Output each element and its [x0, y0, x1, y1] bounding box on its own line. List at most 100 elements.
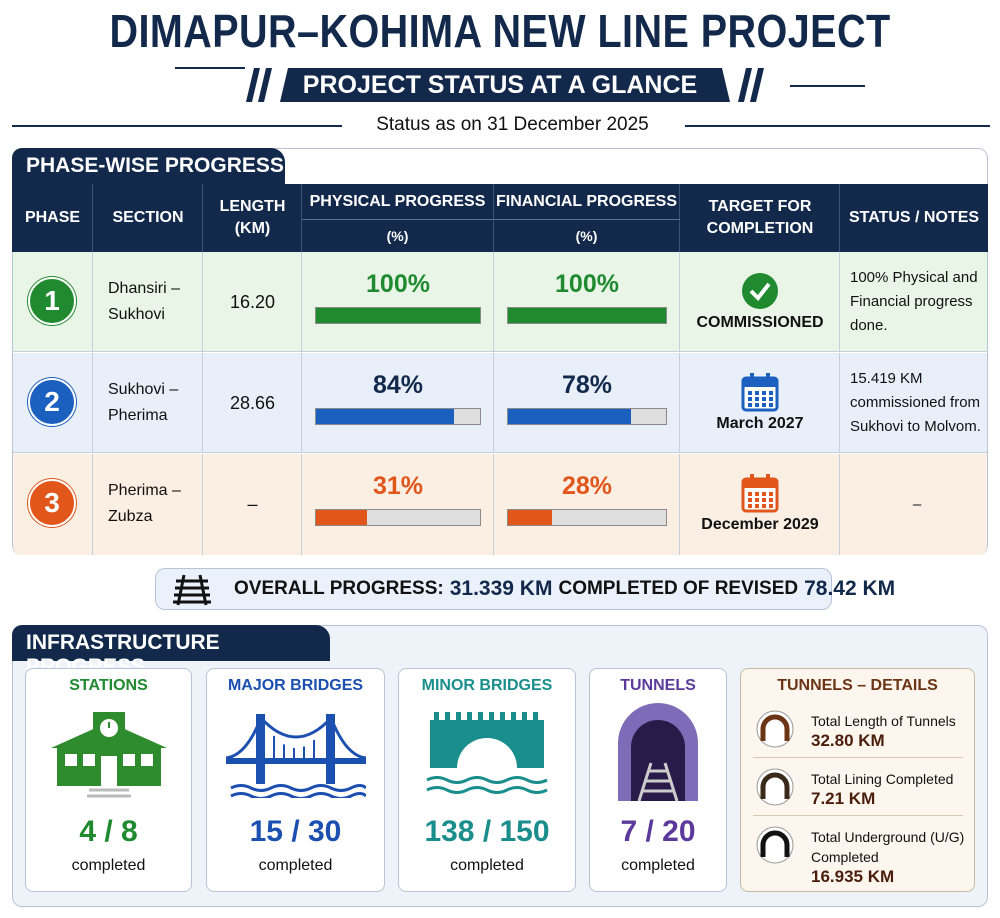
column-unit: (%) — [302, 220, 494, 252]
column-divider — [202, 252, 203, 352]
card-count: 4 / 8 — [79, 815, 138, 848]
length: 28.66 — [229, 392, 276, 413]
detail-divider — [753, 757, 963, 758]
rule — [175, 67, 245, 69]
progress-bar — [508, 308, 666, 323]
detail-value: 16.935 KM — [811, 867, 895, 886]
column-divider — [679, 454, 680, 555]
subtitle: PROJECT STATUS AT A GLANCE — [302, 70, 698, 99]
overall-completed: 31.339 KM — [449, 577, 553, 600]
card-title: TUNNELS – DETAILS — [777, 677, 938, 694]
target-icon — [680, 472, 840, 514]
track-icon — [173, 574, 211, 606]
card-icon — [26, 703, 191, 803]
tunnel-detail-icon — [756, 710, 794, 748]
table-row — [13, 252, 987, 352]
column-divider — [301, 184, 302, 252]
percent-label: 28% — [561, 472, 613, 500]
overall-text: OVERALL PROGRESS: 31.339 KM COMPLETED OF… — [234, 569, 895, 609]
phase-badge: 2 — [28, 378, 76, 426]
status-date: Status as on 31 December 2025 — [376, 114, 649, 135]
column-header: STATUS / NOTES — [848, 209, 980, 226]
progress-bar — [316, 409, 454, 424]
rule — [12, 125, 342, 127]
column-divider — [493, 252, 494, 352]
calendar-icon — [741, 474, 779, 513]
target: December 2029 — [701, 516, 819, 533]
overall-middle: COMPLETED OF REVISED — [558, 578, 799, 599]
percent-label: 100% — [555, 270, 619, 298]
detail-label: Total Length of Tunnels — [811, 713, 956, 729]
progress-track — [507, 307, 667, 324]
percent-label: 31% — [372, 472, 424, 500]
infra-card: MAJOR BRIDGES 15 / 30 completed — [206, 668, 385, 892]
column-header: TARGET FOR COMPLETION — [706, 198, 814, 237]
detail-icon — [755, 767, 795, 807]
station-icon — [50, 712, 167, 798]
detail-value: 7.21 KM — [811, 789, 876, 808]
column-divider — [92, 184, 93, 252]
length: 16.20 — [229, 291, 276, 312]
column-divider — [493, 353, 494, 453]
phase-badge: 1 — [28, 277, 76, 325]
banner-stripes — [246, 68, 764, 102]
column-divider — [839, 184, 840, 252]
column-header: FINANCIAL PROGRESS — [494, 184, 680, 220]
progress-bar — [508, 409, 632, 424]
detail-divider — [753, 815, 963, 816]
progress-track — [507, 509, 667, 526]
column-unit: (%) — [494, 220, 680, 252]
card-title: TUNNELS — [620, 677, 696, 694]
tunnel-detail-icon — [756, 768, 794, 806]
column-header: PHYSICAL PROGRESS — [302, 184, 494, 220]
infra-card: TUNNELS 7 / 20 completed — [589, 668, 727, 892]
column-divider — [301, 454, 302, 555]
notes: 15.419 KM commissioned from Sukhovi to M… — [850, 370, 981, 435]
column-divider — [202, 454, 203, 555]
column-divider — [839, 454, 840, 555]
column-divider — [839, 353, 840, 453]
infra-card: STATIONS 4 / 8 completed — [25, 668, 192, 892]
progress-track — [315, 408, 481, 425]
column-divider — [679, 252, 680, 352]
target-icon — [680, 371, 840, 413]
card-title: STATIONS — [69, 677, 148, 694]
detail-label: Total Underground (U/G) Completed — [811, 829, 965, 865]
progress-track — [315, 307, 481, 324]
calendar-icon — [741, 373, 779, 412]
length: – — [247, 494, 258, 514]
column-header: SECTION — [112, 209, 184, 226]
tunnel-detail-icon — [756, 826, 794, 864]
overall-label: OVERALL PROGRESS: — [234, 578, 444, 599]
card-caption: completed — [258, 857, 333, 874]
column-divider — [92, 252, 93, 352]
progress-bar — [316, 510, 367, 525]
table-header — [12, 184, 988, 252]
column-divider — [493, 454, 494, 555]
culvert-icon — [426, 712, 548, 794]
progress-bar — [316, 308, 480, 323]
card-title: MINOR BRIDGES — [421, 677, 553, 694]
check-icon — [742, 273, 778, 309]
tunnel-icon — [618, 703, 698, 802]
percent-label: 100% — [366, 270, 430, 298]
rule — [685, 125, 990, 127]
target: March 2027 — [716, 415, 804, 432]
bridge-icon — [225, 714, 366, 798]
card-count: 7 / 20 — [620, 815, 696, 848]
column-divider — [92, 454, 93, 555]
tunnel-details-card: TUNNELS – DETAILS Total Length of Tunnels… — [740, 668, 975, 892]
section-name: Sukhovi – Pherima — [108, 381, 179, 424]
card-count: 138 / 150 — [424, 815, 550, 848]
section-tab: PHASE-WISE PROGRESS — [12, 148, 285, 184]
column-divider — [301, 252, 302, 352]
detail-label: Total Lining Completed — [811, 771, 954, 787]
card-count: 15 / 30 — [249, 815, 342, 848]
column-divider — [301, 353, 302, 453]
column-divider — [202, 353, 203, 453]
title: DIMAPUR–KOHIMA NEW LINE PROJECT — [109, 5, 891, 57]
progress-track — [315, 509, 481, 526]
section-name: Pherima – Zubza — [108, 482, 181, 525]
card-caption: completed — [621, 857, 695, 874]
